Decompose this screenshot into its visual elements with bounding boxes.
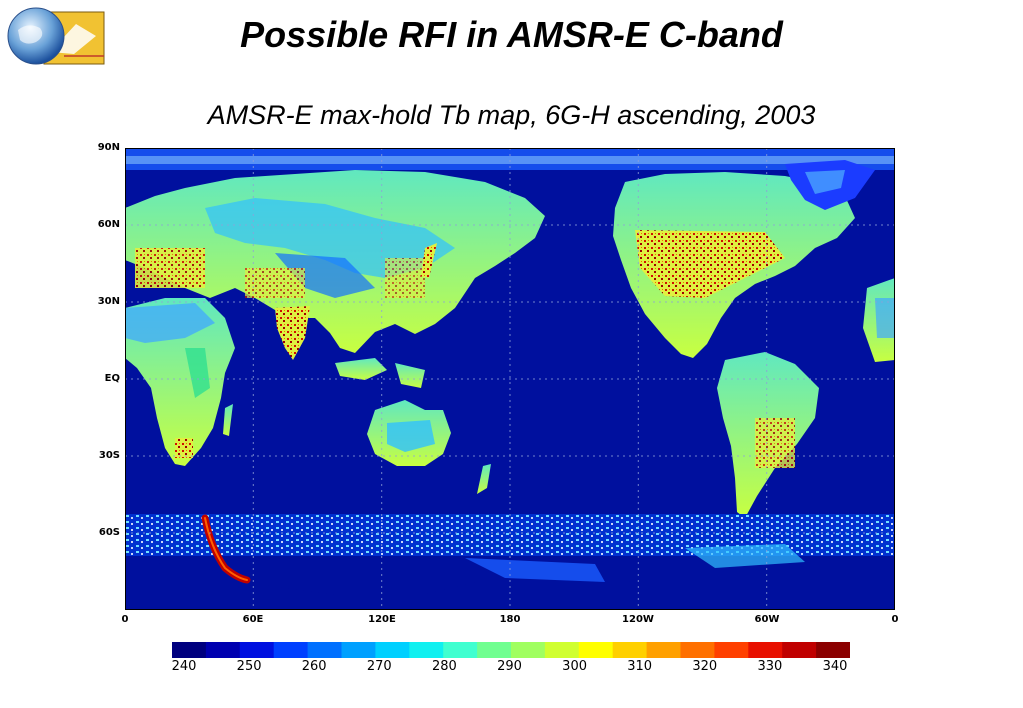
landmass-antarctica xyxy=(125,556,895,610)
lon-label: 0 xyxy=(891,614,899,625)
colorbar-swatch xyxy=(612,642,648,658)
colorbar-tick-label: 290 xyxy=(497,659,522,674)
lon-label: 120E xyxy=(368,614,396,625)
lon-label: 60E xyxy=(242,614,264,625)
lon-label: 120W xyxy=(622,614,654,625)
brightness-temperature-map xyxy=(125,148,895,610)
colorbar-swatch xyxy=(511,642,546,658)
colorbar-swatch xyxy=(477,642,512,658)
colorbar-swatch xyxy=(307,642,342,658)
colorbar-swatch xyxy=(273,642,309,658)
colorbar-swatch xyxy=(172,642,207,658)
landmass-india xyxy=(275,306,310,360)
colorbar-swatch xyxy=(409,642,444,658)
colorbar-swatch xyxy=(782,642,817,658)
colorbar-swatch xyxy=(205,642,241,658)
colorbar-tick-label: 330 xyxy=(757,659,783,674)
graticule xyxy=(125,148,895,610)
colorbar-tick-label: 280 xyxy=(431,659,457,674)
colorbar-swatch xyxy=(748,642,783,658)
colorbar-swatch xyxy=(816,642,850,658)
colorbar-swatch xyxy=(578,642,614,658)
map-subtitle: AMSR-E max-hold Tb map, 6G-H ascending, … xyxy=(207,100,816,130)
colorbar-swatch xyxy=(544,642,580,658)
lon-label: 180 xyxy=(499,614,521,625)
colorbar-swatch xyxy=(680,642,715,658)
colorbar-tick-label: 260 xyxy=(301,659,327,674)
colorbar-tick-label: 340 xyxy=(822,659,848,674)
lat-label: 60N xyxy=(97,219,120,230)
colorbar-tick-label: 300 xyxy=(562,659,587,674)
lat-label: 90N xyxy=(97,142,120,153)
colorbar-swatch xyxy=(714,642,749,658)
lat-label: EQ xyxy=(104,373,120,384)
lon-label: 60W xyxy=(754,614,780,625)
colorbar-swatch xyxy=(443,642,478,658)
colorbar-tick-label: 240 xyxy=(171,659,197,674)
colorbar-tick-label: 310 xyxy=(627,659,653,674)
lat-label: 60S xyxy=(98,527,120,538)
colorbar xyxy=(172,642,850,658)
lat-label: 30S xyxy=(98,450,120,461)
colorbar-swatch xyxy=(375,642,410,658)
lat-label: 30N xyxy=(97,296,120,307)
page-title: Possible RFI in AMSR-E C-band xyxy=(240,14,783,55)
colorbar-swatch xyxy=(646,642,681,658)
lon-label: 0 xyxy=(121,614,129,625)
colorbar-swatch xyxy=(239,642,275,658)
amsr-e-logo-icon xyxy=(7,7,105,65)
colorbar-tick-label: 270 xyxy=(366,659,392,674)
colorbar-swatch xyxy=(341,642,376,658)
colorbar-tick-label: 320 xyxy=(692,659,718,674)
colorbar-tick-label: 250 xyxy=(236,659,262,674)
